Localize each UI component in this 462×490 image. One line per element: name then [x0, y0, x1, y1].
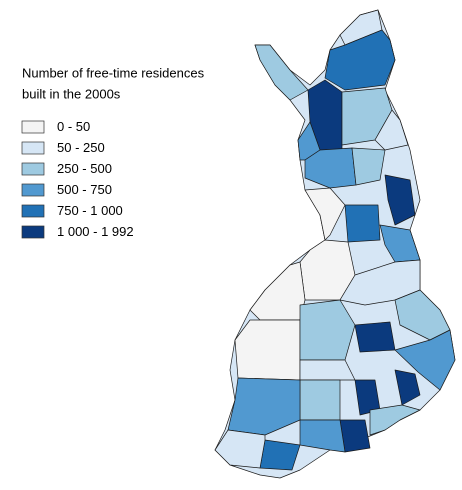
legend-swatch: [21, 225, 45, 239]
municipality: [394, 329, 456, 391]
legend-label: 1 000 - 1 992: [57, 224, 134, 239]
legend-title: built in the 2000s: [22, 86, 121, 101]
municipality: [394, 369, 421, 406]
municipality: [299, 239, 356, 301]
legend-label: 250 - 500: [57, 161, 112, 176]
municipality: [351, 147, 386, 186]
municipality: [324, 29, 396, 91]
municipality: [339, 9, 383, 46]
legend-swatch: [21, 204, 45, 218]
map: [214, 9, 456, 479]
legend-swatch: [21, 183, 45, 197]
municipality: [299, 359, 356, 381]
municipality: [344, 204, 381, 243]
legend-label: 500 - 750: [57, 182, 112, 197]
legend-swatch: [21, 141, 45, 155]
legend-swatch: [21, 120, 45, 134]
legend-label: 0 - 50: [57, 119, 90, 134]
municipality: [304, 187, 346, 241]
municipality: [299, 299, 356, 361]
municipality: [299, 379, 341, 421]
municipality: [384, 174, 416, 226]
municipality: [234, 319, 301, 381]
legend-title: Number of free-time residences: [22, 65, 205, 80]
municipality: [254, 44, 309, 101]
legend-swatch: [21, 162, 45, 176]
municipality: [374, 109, 409, 151]
municipality: [369, 404, 421, 436]
municipality: [214, 429, 266, 469]
municipality: [299, 419, 346, 453]
legend-label: 50 - 250: [57, 140, 105, 155]
legend: Number of free-time residences built in …: [21, 65, 205, 239]
legend-label: 750 - 1 000: [57, 203, 123, 218]
municipality: [354, 321, 396, 353]
